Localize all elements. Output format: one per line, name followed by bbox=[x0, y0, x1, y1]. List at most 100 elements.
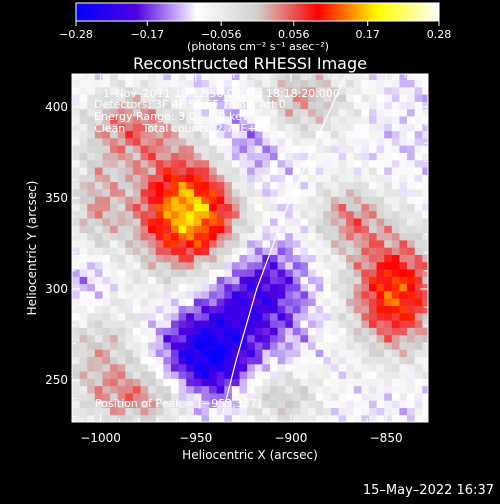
heatmap-cell bbox=[300, 86, 309, 95]
heatmap-cell bbox=[87, 349, 96, 358]
heatmap-cell bbox=[216, 378, 225, 387]
heatmap-cell bbox=[361, 159, 370, 168]
heatmap-cell bbox=[346, 356, 355, 365]
heatmap-cell bbox=[422, 152, 428, 161]
heatmap-cell bbox=[87, 181, 96, 190]
heatmap-cell bbox=[148, 283, 157, 292]
heatmap-cell bbox=[353, 152, 362, 161]
heatmap-cell bbox=[285, 305, 294, 314]
heatmap-cell bbox=[414, 203, 423, 212]
heatmap-cell bbox=[407, 115, 416, 124]
heatmap-cell bbox=[247, 276, 256, 285]
heatmap-cell bbox=[376, 86, 385, 95]
heatmap-cell bbox=[368, 181, 378, 190]
heatmap-cell bbox=[186, 268, 195, 277]
heatmap-cell bbox=[178, 159, 187, 168]
heatmap-cell bbox=[117, 101, 126, 110]
heatmap-cell bbox=[193, 363, 203, 372]
heatmap-cell bbox=[277, 225, 286, 234]
heatmap-cell bbox=[323, 378, 332, 387]
heatmap-cell bbox=[315, 196, 324, 204]
heatmap-cell bbox=[323, 349, 332, 358]
heatmap-cell bbox=[376, 130, 385, 139]
heatmap-cell bbox=[163, 407, 172, 416]
heatmap-cell bbox=[201, 283, 210, 292]
heatmap-cell bbox=[224, 86, 233, 95]
heatmap-cell bbox=[346, 268, 355, 277]
heatmap-cell bbox=[170, 276, 180, 285]
heatmap-cell bbox=[140, 312, 149, 321]
heatmap-cell bbox=[193, 203, 203, 212]
heatmap-cell bbox=[201, 101, 210, 110]
heatmap-cell bbox=[132, 385, 142, 394]
heatmap-cell bbox=[87, 370, 96, 379]
heatmap-cell bbox=[239, 305, 248, 314]
heatmap-cell bbox=[117, 341, 126, 350]
heatmap-cell bbox=[414, 283, 423, 292]
heatmap-cell bbox=[330, 385, 340, 394]
heatmap-cell bbox=[308, 217, 317, 226]
heatmap-cell bbox=[338, 341, 347, 350]
heatmap-cell bbox=[247, 181, 256, 190]
heatmap-cell bbox=[186, 290, 195, 299]
heatmap-cell bbox=[140, 283, 149, 292]
heatmap-cell bbox=[262, 298, 271, 306]
heatmap-cell bbox=[277, 356, 286, 365]
heatmap-cell bbox=[315, 74, 324, 81]
heatmap-cell bbox=[110, 239, 119, 248]
heatmap-cell bbox=[308, 363, 317, 372]
heatmap-cell bbox=[407, 203, 416, 212]
heatmap-cell bbox=[239, 196, 248, 204]
heatmap-cell bbox=[132, 108, 142, 117]
heatmap-cell bbox=[323, 400, 332, 409]
heatmap-cell bbox=[422, 276, 428, 285]
heatmap-cell bbox=[391, 276, 401, 285]
heatmap-cell bbox=[254, 94, 263, 102]
heatmap-cell bbox=[186, 341, 195, 350]
heatmap-cell bbox=[346, 123, 355, 132]
heatmap-cell bbox=[353, 363, 362, 372]
heatmap-cell bbox=[361, 101, 370, 110]
heatmap-cell bbox=[315, 407, 324, 416]
heatmap-cell bbox=[163, 356, 172, 365]
heatmap-cell bbox=[178, 94, 187, 102]
heatmap-cell bbox=[87, 363, 96, 372]
heatmap-cell bbox=[193, 181, 203, 190]
heatmap-cell bbox=[422, 101, 428, 110]
heatmap-cell bbox=[247, 203, 256, 212]
heatmap-cell bbox=[353, 319, 362, 328]
heatmap-cell bbox=[72, 101, 81, 110]
heatmap-cell bbox=[132, 145, 142, 153]
heatmap-cell bbox=[361, 407, 370, 416]
heatmap-cell bbox=[117, 239, 126, 248]
heatmap-cell bbox=[94, 290, 104, 299]
heatmap-cell bbox=[414, 290, 423, 299]
heatmap-cell bbox=[338, 254, 347, 263]
heatmap-cell bbox=[117, 86, 126, 95]
heatmap-cell bbox=[216, 305, 225, 314]
heatmap-cell bbox=[323, 385, 332, 394]
heatmap-cell bbox=[422, 74, 428, 81]
heatmap-cell bbox=[216, 166, 225, 175]
heatmap-cell bbox=[391, 407, 401, 416]
heatmap-cell bbox=[117, 137, 126, 146]
heatmap-cell bbox=[269, 283, 279, 292]
heatmap-cell bbox=[94, 400, 104, 409]
heatmap-cell bbox=[125, 210, 134, 219]
heatmap-cell bbox=[407, 276, 416, 285]
heatmap-cell bbox=[155, 363, 164, 372]
heatmap-cell bbox=[414, 196, 423, 204]
heatmap-cell bbox=[254, 363, 263, 372]
heatmap-cell bbox=[132, 414, 142, 422]
heatmap-cell bbox=[277, 392, 286, 401]
heatmap-cell bbox=[391, 312, 401, 321]
heatmap-cell bbox=[193, 74, 203, 81]
heatmap-cell bbox=[285, 349, 294, 358]
heatmap-cell bbox=[254, 101, 263, 110]
heatmap-cell bbox=[79, 188, 88, 197]
heatmap-cell bbox=[285, 370, 294, 379]
heatmap-cell bbox=[384, 166, 393, 175]
heatmap-cell bbox=[231, 392, 241, 401]
heatmap-cell bbox=[79, 363, 88, 372]
